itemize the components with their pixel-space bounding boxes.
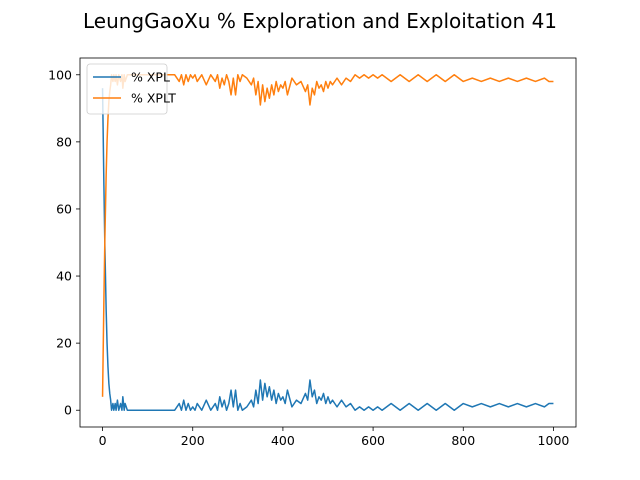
legend: % XPL % XPLT [86, 63, 176, 115]
x-tick-label: 800 [451, 433, 475, 448]
x-tick-label: 600 [361, 433, 385, 448]
x-tick-label: 200 [181, 433, 205, 448]
y-tick-label: 40 [56, 269, 72, 284]
y-tick-label: 100 [48, 67, 72, 82]
x-tick-label: 400 [271, 433, 295, 448]
legend-label: % XPL [131, 70, 170, 85]
x-tick-label: 1000 [538, 433, 570, 448]
y-tick-label: 80 [56, 134, 72, 149]
y-tick-label: 60 [56, 201, 72, 216]
y-tick-label: 0 [64, 403, 72, 418]
x-tick-label: 0 [99, 433, 107, 448]
y-tick-label: 20 [56, 336, 72, 351]
axes: 0 200 400 600 800 1000 0 20 40 60 80 100 [48, 57, 577, 448]
series-line-xpl [101, 88, 554, 411]
axes-frame [79, 57, 577, 428]
legend-label: % XPLT [131, 91, 176, 106]
chart-title: LeungGaoXu % Exploration and Exploitatio… [83, 9, 557, 33]
